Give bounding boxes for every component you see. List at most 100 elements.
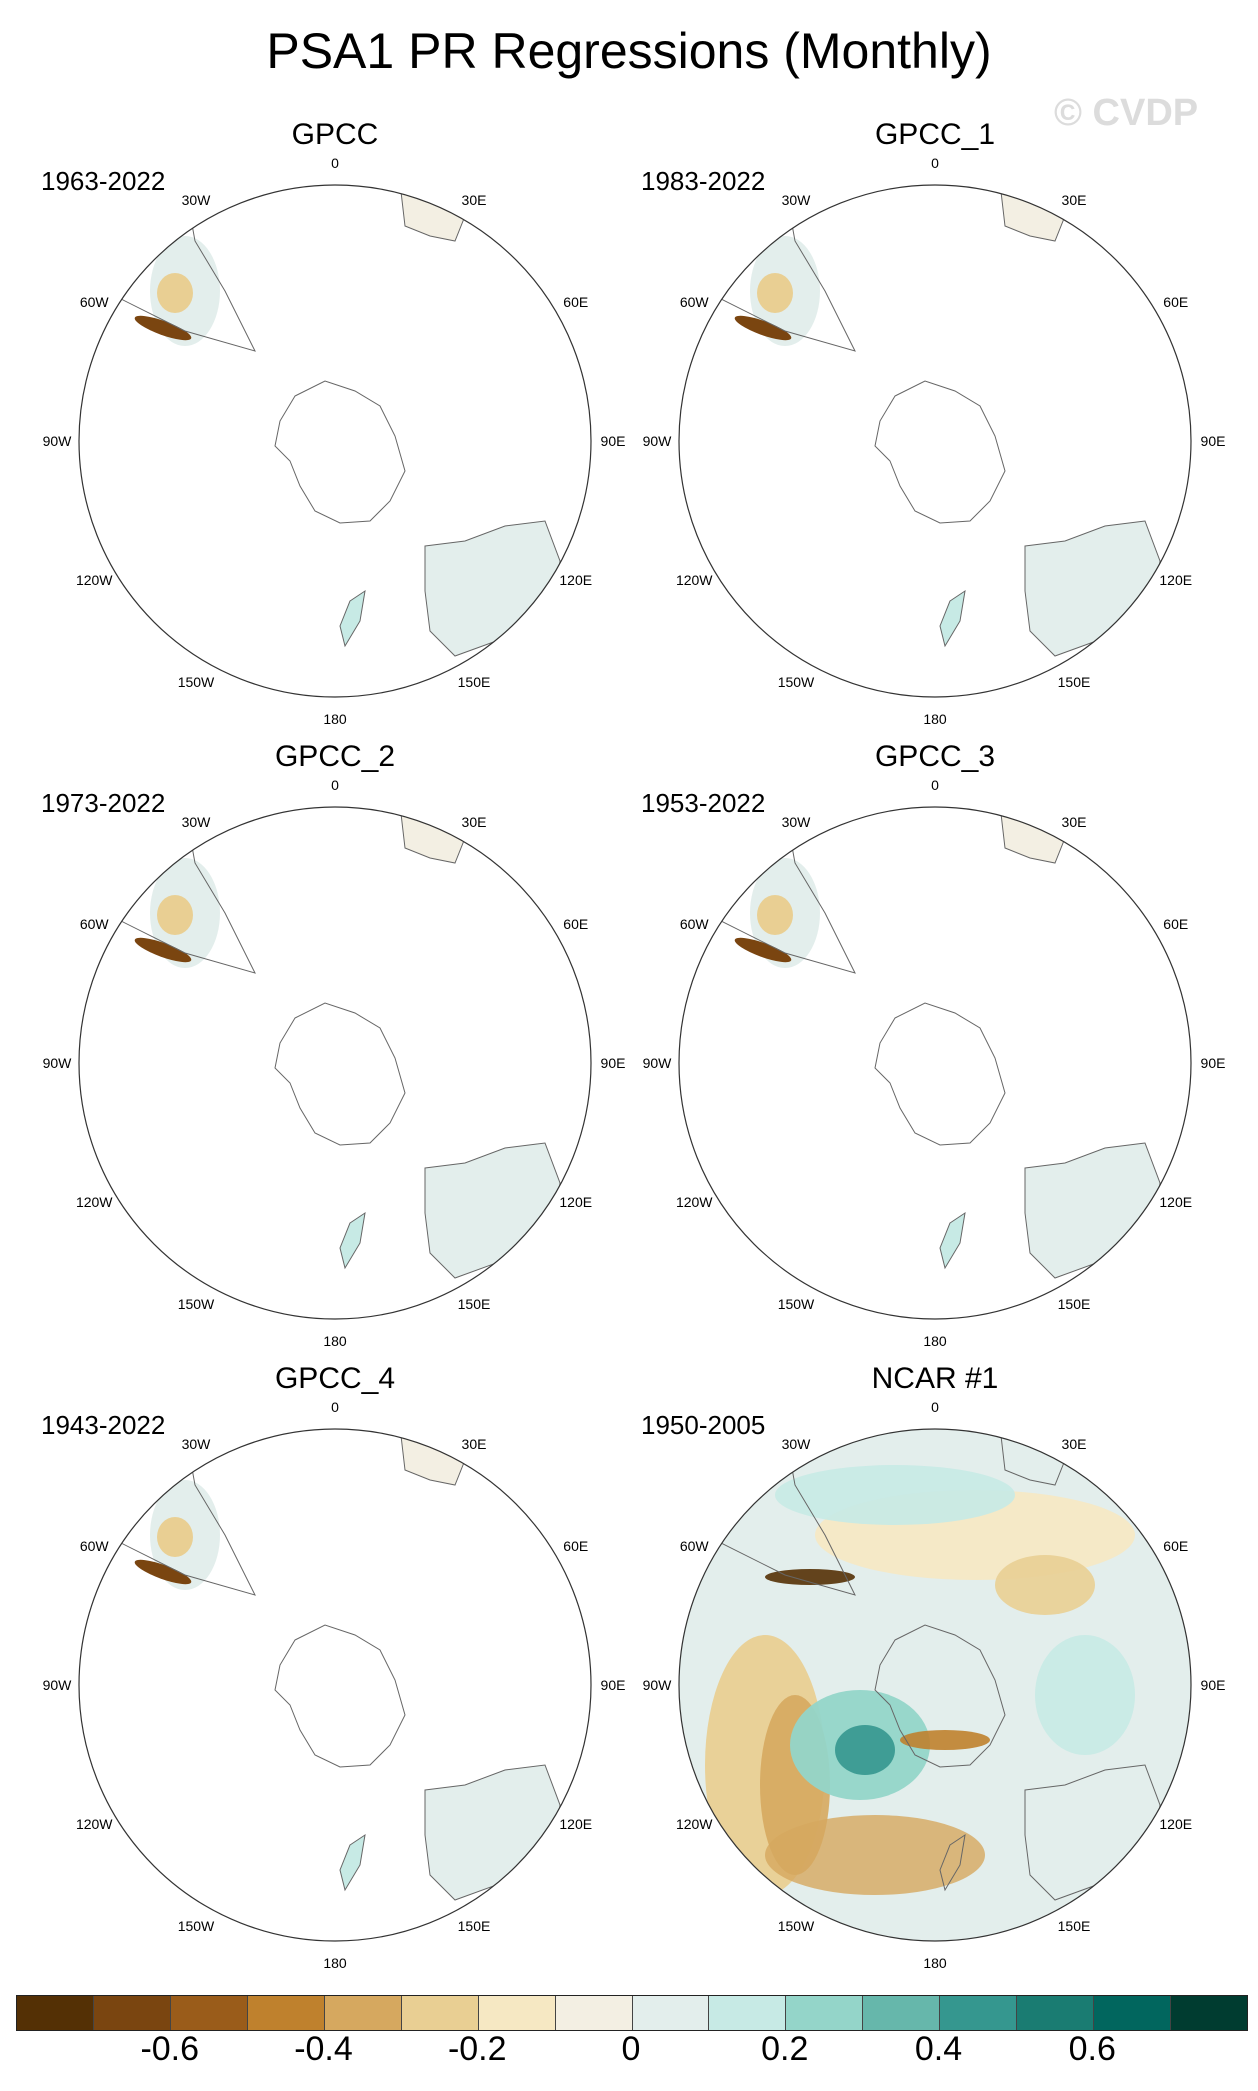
lon-label-ese: 120E: [559, 1816, 592, 1832]
lon-label-sw: 150W: [778, 1296, 815, 1312]
panel-title: GPCC_3: [874, 740, 996, 773]
lon-label-e: 90E: [601, 433, 626, 449]
colorbar-swatch: [478, 1996, 556, 2030]
colorbar-label: 0.4: [914, 2030, 963, 2068]
lon-label-ese: 120E: [1159, 572, 1192, 588]
lon-label-w: 90W: [643, 1055, 673, 1071]
panel-title: GPCC_2: [274, 740, 396, 773]
map-panel-6: NCAR #1 1950-2005 0 30E 60E 90E 120E 150E 180 150…: [635, 1362, 1235, 1982]
lon-label-se: 150E: [1058, 674, 1091, 690]
panel-period: 1973-2022: [41, 788, 166, 818]
colorbar-swatch: [786, 1996, 864, 2030]
lon-label-ene: 60E: [563, 1538, 588, 1554]
panel-period: 1953-2022: [641, 788, 766, 818]
lon-label-w: 90W: [643, 1677, 673, 1693]
lon-label-w: 90W: [43, 1055, 73, 1071]
colorbar-label: 0.6: [1068, 2030, 1116, 2068]
colorbar-swatch: [401, 1996, 479, 2030]
panel-title: GPCC_1: [874, 118, 996, 151]
lon-label-ene: 60E: [563, 916, 588, 932]
lon-label-wnw: 60W: [80, 916, 110, 932]
lon-label-n: 0: [931, 1399, 939, 1415]
colorbar-swatch: [940, 1996, 1018, 2030]
colorbar-label: -0.6: [140, 2030, 200, 2068]
lon-label-e: 90E: [1201, 1677, 1226, 1693]
map-field: [79, 185, 591, 697]
lon-label-sw: 150W: [178, 674, 215, 690]
lon-label-ene: 60E: [1163, 1538, 1188, 1554]
lon-label-nw: 30W: [182, 192, 212, 208]
map-field: [79, 807, 591, 1319]
lon-label-wsw: 120W: [676, 572, 713, 588]
map-field: [679, 185, 1191, 697]
lon-label-ne: 30E: [1062, 1436, 1087, 1452]
lon-label-wnw: 60W: [680, 294, 710, 310]
lon-label-sw: 150W: [178, 1918, 215, 1934]
lon-label-wsw: 120W: [676, 1194, 713, 1210]
lon-label-ne: 30E: [462, 814, 487, 830]
lon-label-nw: 30W: [782, 192, 812, 208]
colorbar-swatch: [247, 1996, 325, 2030]
figure-title: PSA1 PR Regressions (Monthly): [266, 23, 992, 79]
colorbar-swatch: [863, 1996, 941, 2030]
lon-label-s: 180: [323, 711, 347, 727]
lon-label-ese: 120E: [559, 1194, 592, 1210]
polar-map: 0 30E 60E 90E 120E 150E 180 150W 120W 90W 60W 30W: [643, 155, 1226, 727]
lon-label-ne: 30E: [1062, 814, 1087, 830]
lon-label-ne: 30E: [462, 192, 487, 208]
panel-period: 1943-2022: [41, 1410, 166, 1440]
lon-label-ne: 30E: [462, 1436, 487, 1452]
colorbar-label: -0.2: [447, 2030, 507, 2068]
lon-label-ese: 120E: [1159, 1194, 1192, 1210]
lon-label-n: 0: [331, 1399, 339, 1415]
lon-label-n: 0: [331, 777, 339, 793]
colorbar-swatch: [324, 1996, 402, 2030]
lon-label-wnw: 60W: [680, 916, 710, 932]
lon-label-se: 150E: [458, 1296, 491, 1312]
colorbar-swatch: [632, 1996, 710, 2030]
lon-label-w: 90W: [43, 433, 73, 449]
colorbar-swatch: [1094, 1996, 1172, 2030]
lon-label-wsw: 120W: [76, 1194, 113, 1210]
polar-map: 0 30E 60E 90E 120E 150E 180 150W 120W 90W 60W 30W: [43, 777, 626, 1349]
colorbar-label: -0.4: [294, 2030, 353, 2068]
colorbar-swatch: [1171, 1996, 1247, 2030]
polar-map: 0 30E 60E 90E 120E 150E 180 150W 120W 90W 60W 30W: [643, 1399, 1226, 1971]
panel-period: 1983-2022: [641, 166, 766, 196]
map-field: [79, 1429, 591, 1941]
colorbar-swatch: [17, 1996, 94, 2030]
lon-label-nw: 30W: [782, 814, 812, 830]
lon-label-w: 90W: [43, 1677, 73, 1693]
colorbar-swatch: [93, 1996, 171, 2030]
map-panel-1: GPCC 1963-2022 0 30E 60E 90E 120E 150E 180 150W 12…: [35, 118, 635, 738]
polar-map: 0 30E 60E 90E 120E 150E 180 150W 120W 90W 60W 30W: [43, 1399, 626, 1971]
colorbar-swatch: [1017, 1996, 1095, 2030]
map-panel-2: GPCC_1 1983-2022 0 30E 60E 90E 120E 150E 180 150W…: [635, 118, 1235, 738]
lon-label-ese: 120E: [559, 572, 592, 588]
panel-title: NCAR #1: [871, 1362, 999, 1395]
lon-label-ese: 120E: [1159, 1816, 1192, 1832]
map-panel-3: GPCC_2 1973-2022 0 30E 60E 90E 120E 150E 180 150W…: [35, 740, 635, 1360]
lon-label-sw: 150W: [778, 1918, 815, 1934]
lon-label-wnw: 60W: [680, 1538, 710, 1554]
lon-label-ene: 60E: [1163, 916, 1188, 932]
panel-period: 1963-2022: [41, 166, 166, 196]
lon-label-wnw: 60W: [80, 294, 110, 310]
polar-map: 0 30E 60E 90E 120E 150E 180 150W 120W 90W 60W 30W: [643, 777, 1226, 1349]
panel-title: GPCC: [291, 118, 379, 151]
panel-title: GPCC_4: [274, 1362, 396, 1395]
lon-label-se: 150E: [458, 1918, 491, 1934]
lon-label-wsw: 120W: [76, 572, 113, 588]
lon-label-s: 180: [923, 1955, 947, 1971]
map-panel-4: GPCC_3 1953-2022 0 30E 60E 90E 120E 150E 180 150W…: [635, 740, 1235, 1360]
lon-label-s: 180: [923, 711, 947, 727]
map-field: [679, 807, 1191, 1319]
polar-map: 0 30E 60E 90E 120E 150E 180 150W 120W 90W 60W 30W: [43, 155, 626, 727]
map-field: [679, 1429, 1191, 1941]
lon-label-n: 0: [931, 777, 939, 793]
colorbar-swatch: [709, 1996, 787, 2030]
lon-label-sw: 150W: [178, 1296, 215, 1312]
watermark: © CVDP: [1054, 92, 1199, 134]
lon-label-wsw: 120W: [676, 1816, 713, 1832]
lon-label-sw: 150W: [778, 674, 815, 690]
